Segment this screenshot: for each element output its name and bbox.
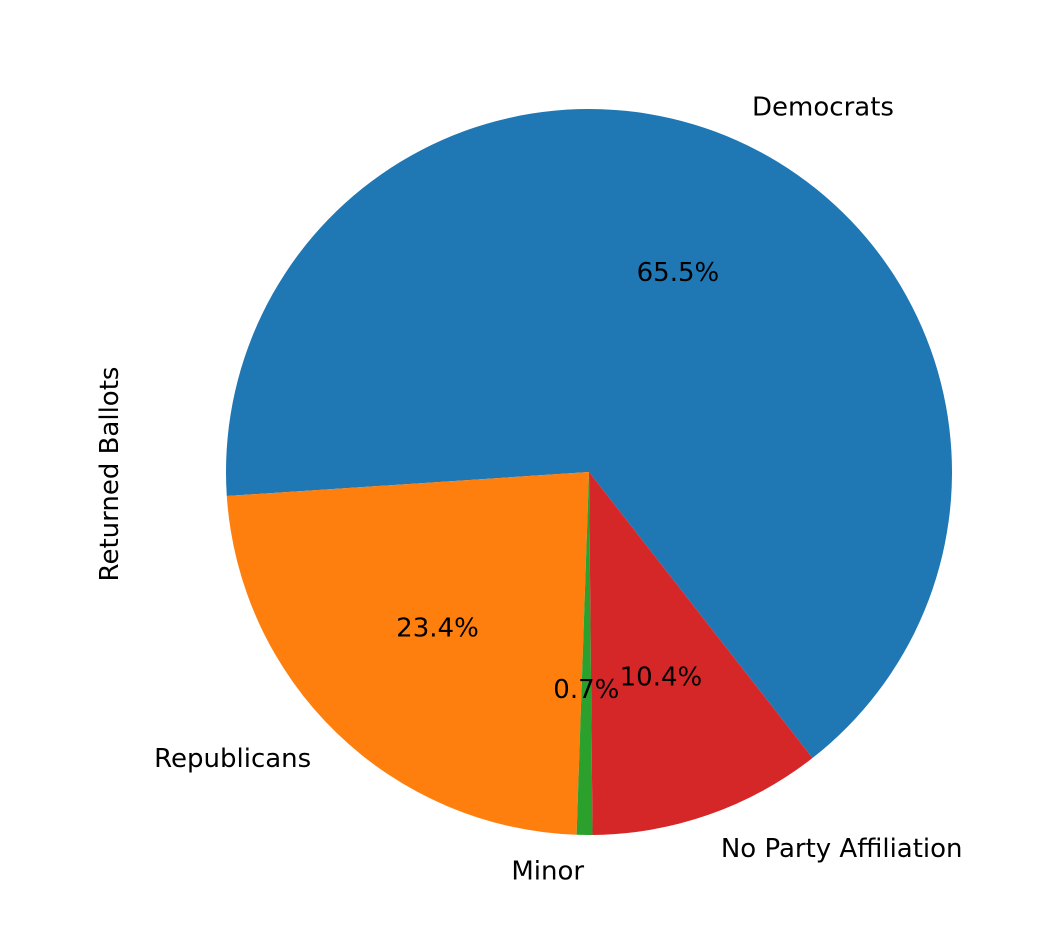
slice-label-democrats: Democrats bbox=[752, 93, 894, 123]
pie-slices bbox=[225, 109, 952, 835]
slice-label-republicans: Republicans bbox=[154, 744, 311, 774]
pie-slice-minor bbox=[576, 472, 593, 835]
slice-label-no-party-affiliation: No Party Affiliation bbox=[721, 834, 963, 864]
slice-percent-minor: 0.7% bbox=[553, 675, 619, 705]
slice-label-minor: Minor bbox=[511, 856, 584, 886]
slice-percent-democrats: 65.5% bbox=[637, 258, 720, 288]
pie-slice-republicans bbox=[226, 472, 589, 835]
pie-slice-no-party-affiliation bbox=[589, 472, 813, 835]
slice-percent-no-party-affiliation: 10.4% bbox=[620, 663, 703, 693]
y-axis-label: Returned Ballots bbox=[95, 367, 125, 582]
pie-slice-democrats bbox=[225, 109, 952, 759]
slice-labels: Democrats Republicans Minor No Party Affili… bbox=[154, 93, 962, 887]
slice-percent-republicans: 23.4% bbox=[396, 613, 479, 643]
percent-labels: 65.5% 23.4% 0.7% 10.4% bbox=[396, 258, 719, 705]
